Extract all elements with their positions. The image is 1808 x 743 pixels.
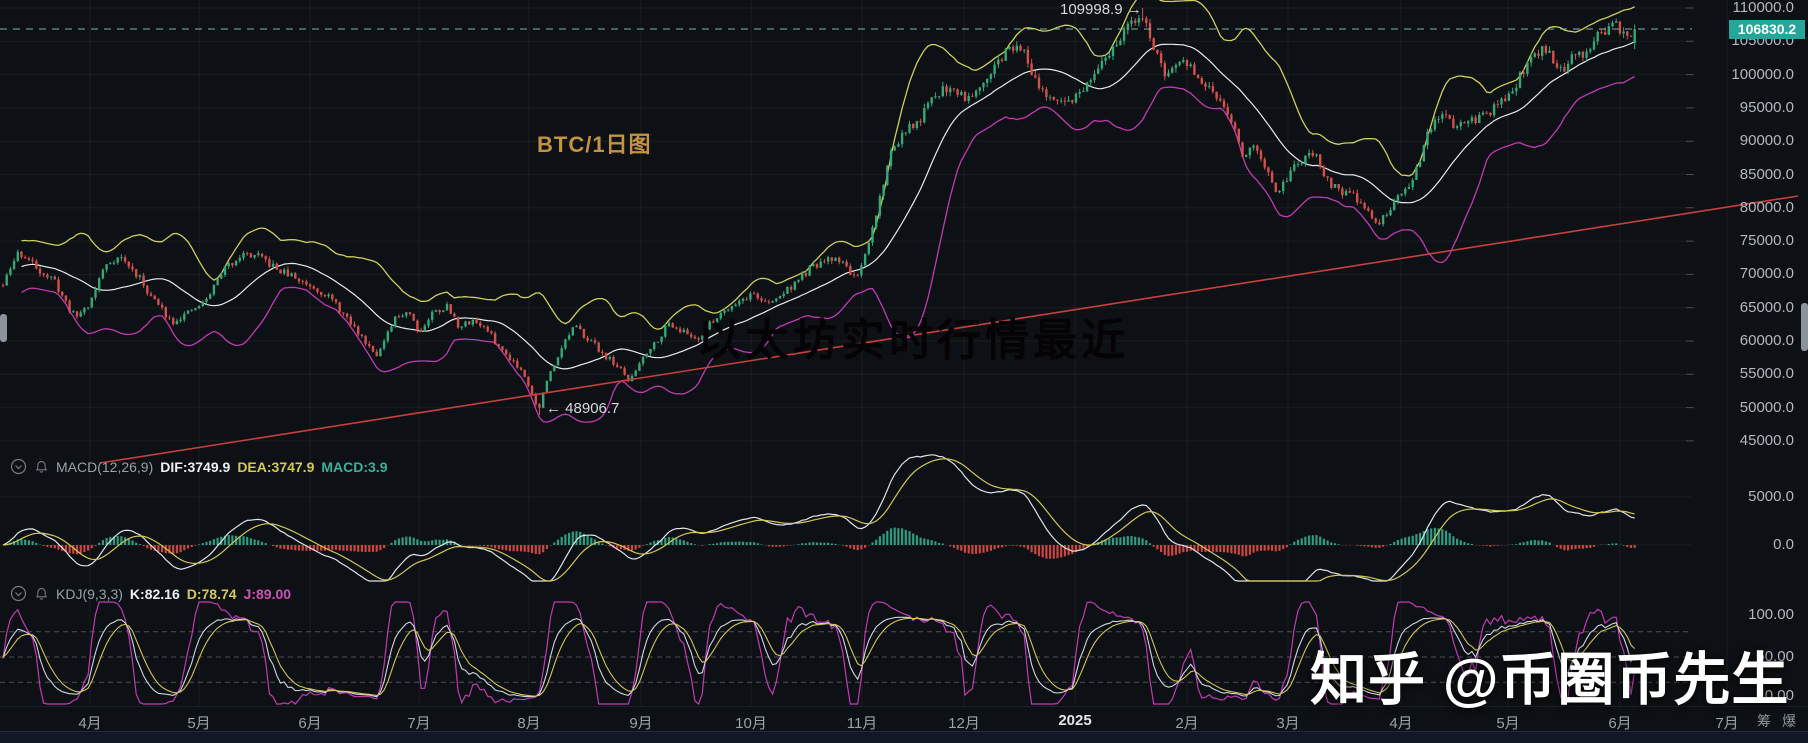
current-price-badge: 106830.2 xyxy=(1729,20,1805,39)
liquidation-button[interactable]: 爆 xyxy=(1782,713,1796,729)
time-axis-label: 5月 xyxy=(1496,715,1520,732)
macd-header: MACD(12,26,9) DIF:3749.9 DEA:3747.9 MACD… xyxy=(10,458,387,475)
time-axis-label: 2月 xyxy=(1175,715,1199,732)
swing-low-label: ← 48906.7 xyxy=(546,400,620,417)
symbol-title: BTC/1日图 xyxy=(537,132,652,157)
center-watermark: 以太坊实时行情最近 xyxy=(697,316,1129,365)
time-axis-label: 7月 xyxy=(1715,715,1739,732)
kdj-header: KDJ(9,3,3) K:82.16 D:78.74 J:89.00 xyxy=(10,585,291,602)
alert-bell-icon[interactable] xyxy=(34,586,49,602)
indicator-axis-label: 0.00 xyxy=(1764,687,1794,704)
time-axis-label: 7月 xyxy=(407,715,431,732)
price-axis-label: 90000.0 xyxy=(1739,132,1794,150)
indicator-axis-label: 50.00 xyxy=(1756,648,1794,665)
price-axis-label: 50000.0 xyxy=(1739,398,1794,416)
macd-title: MACD(12,26,9) xyxy=(56,458,154,475)
time-axis-label: 5月 xyxy=(187,715,211,732)
chip-distribution-button[interactable]: 筹 xyxy=(1757,713,1771,729)
time-axis-label: 2025 xyxy=(1058,712,1092,729)
time-axis-separator xyxy=(0,706,1808,707)
price-axis-label: 80000.0 xyxy=(1739,198,1794,216)
price-axis-label: 70000.0 xyxy=(1739,265,1794,283)
indicator-axis-label: 5000.0 xyxy=(1748,488,1794,505)
macd-dea-value: DEA:3747.9 xyxy=(237,458,315,475)
price-axis-label: 95000.0 xyxy=(1739,98,1794,116)
price-axis-label: 100000.0 xyxy=(1731,65,1794,83)
collapse-chevron-icon[interactable] xyxy=(10,585,27,602)
time-axis-label: 10月 xyxy=(735,715,767,732)
time-axis-label: 6月 xyxy=(298,715,322,732)
price-axis-label: 75000.0 xyxy=(1739,232,1794,250)
bottom-bar xyxy=(0,731,1808,743)
macd-dif-value: DIF:3749.9 xyxy=(160,458,231,475)
time-axis-label: 9月 xyxy=(629,715,653,732)
macd-hist-value: MACD:3.9 xyxy=(321,458,388,475)
kdj-j-value: J:89.00 xyxy=(243,585,292,602)
kdj-d-value: D:78.74 xyxy=(186,585,237,602)
price-axis-label: 65000.0 xyxy=(1739,298,1794,316)
time-axis-label: 11月 xyxy=(846,715,878,732)
price-axis-label: 110000.0 xyxy=(1732,0,1794,16)
left-scroll-handle[interactable] xyxy=(0,314,7,342)
time-axis-label: 4月 xyxy=(78,715,102,732)
price-axis-label: 85000.0 xyxy=(1739,165,1794,183)
price-axis-label: 55000.0 xyxy=(1739,365,1794,383)
price-axis-label: 45000.0 xyxy=(1739,431,1794,449)
all-time-high-label: 109998.9 → xyxy=(1060,1,1142,18)
time-axis-label: 8月 xyxy=(517,715,541,732)
time-axis-label: 6月 xyxy=(1608,715,1632,732)
kdj-k-value: K:82.16 xyxy=(129,585,180,602)
kdj-title: KDJ(9,3,3) xyxy=(56,585,123,602)
time-axis-label: 4月 xyxy=(1389,715,1413,732)
right-scroll-handle[interactable] xyxy=(1801,303,1808,351)
zhihu-watermark: 知乎 @币圈币先生 xyxy=(1310,648,1790,712)
price-axis-label: 60000.0 xyxy=(1739,332,1794,349)
indicator-axis-label: 100.00 xyxy=(1748,606,1794,623)
alert-bell-icon[interactable] xyxy=(34,459,49,475)
collapse-chevron-icon[interactable] xyxy=(10,458,27,475)
time-axis-label: 12月 xyxy=(948,715,980,732)
indicator-axis-label: 0.0 xyxy=(1773,536,1794,553)
time-axis-label: 3月 xyxy=(1276,715,1300,732)
